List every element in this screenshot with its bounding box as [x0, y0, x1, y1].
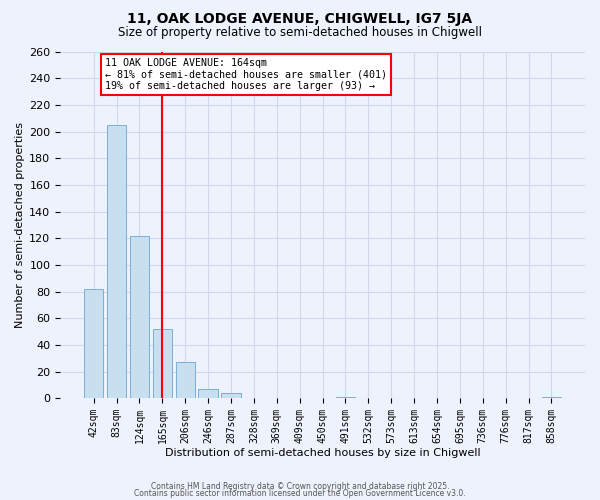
Y-axis label: Number of semi-detached properties: Number of semi-detached properties — [15, 122, 25, 328]
Text: 11, OAK LODGE AVENUE, CHIGWELL, IG7 5JA: 11, OAK LODGE AVENUE, CHIGWELL, IG7 5JA — [127, 12, 473, 26]
Bar — [199, 389, 218, 398]
Bar — [542, 397, 561, 398]
Bar — [130, 236, 149, 398]
Bar — [152, 329, 172, 398]
Text: Contains HM Land Registry data © Crown copyright and database right 2025.: Contains HM Land Registry data © Crown c… — [151, 482, 449, 491]
Bar — [336, 397, 355, 398]
Bar — [176, 362, 195, 398]
Bar — [84, 289, 103, 399]
Bar — [221, 393, 241, 398]
X-axis label: Distribution of semi-detached houses by size in Chigwell: Distribution of semi-detached houses by … — [165, 448, 481, 458]
Text: Contains public sector information licensed under the Open Government Licence v3: Contains public sector information licen… — [134, 489, 466, 498]
Bar — [107, 125, 127, 398]
Text: Size of property relative to semi-detached houses in Chigwell: Size of property relative to semi-detach… — [118, 26, 482, 39]
Text: 11 OAK LODGE AVENUE: 164sqm
← 81% of semi-detached houses are smaller (401)
19% : 11 OAK LODGE AVENUE: 164sqm ← 81% of sem… — [105, 58, 387, 92]
